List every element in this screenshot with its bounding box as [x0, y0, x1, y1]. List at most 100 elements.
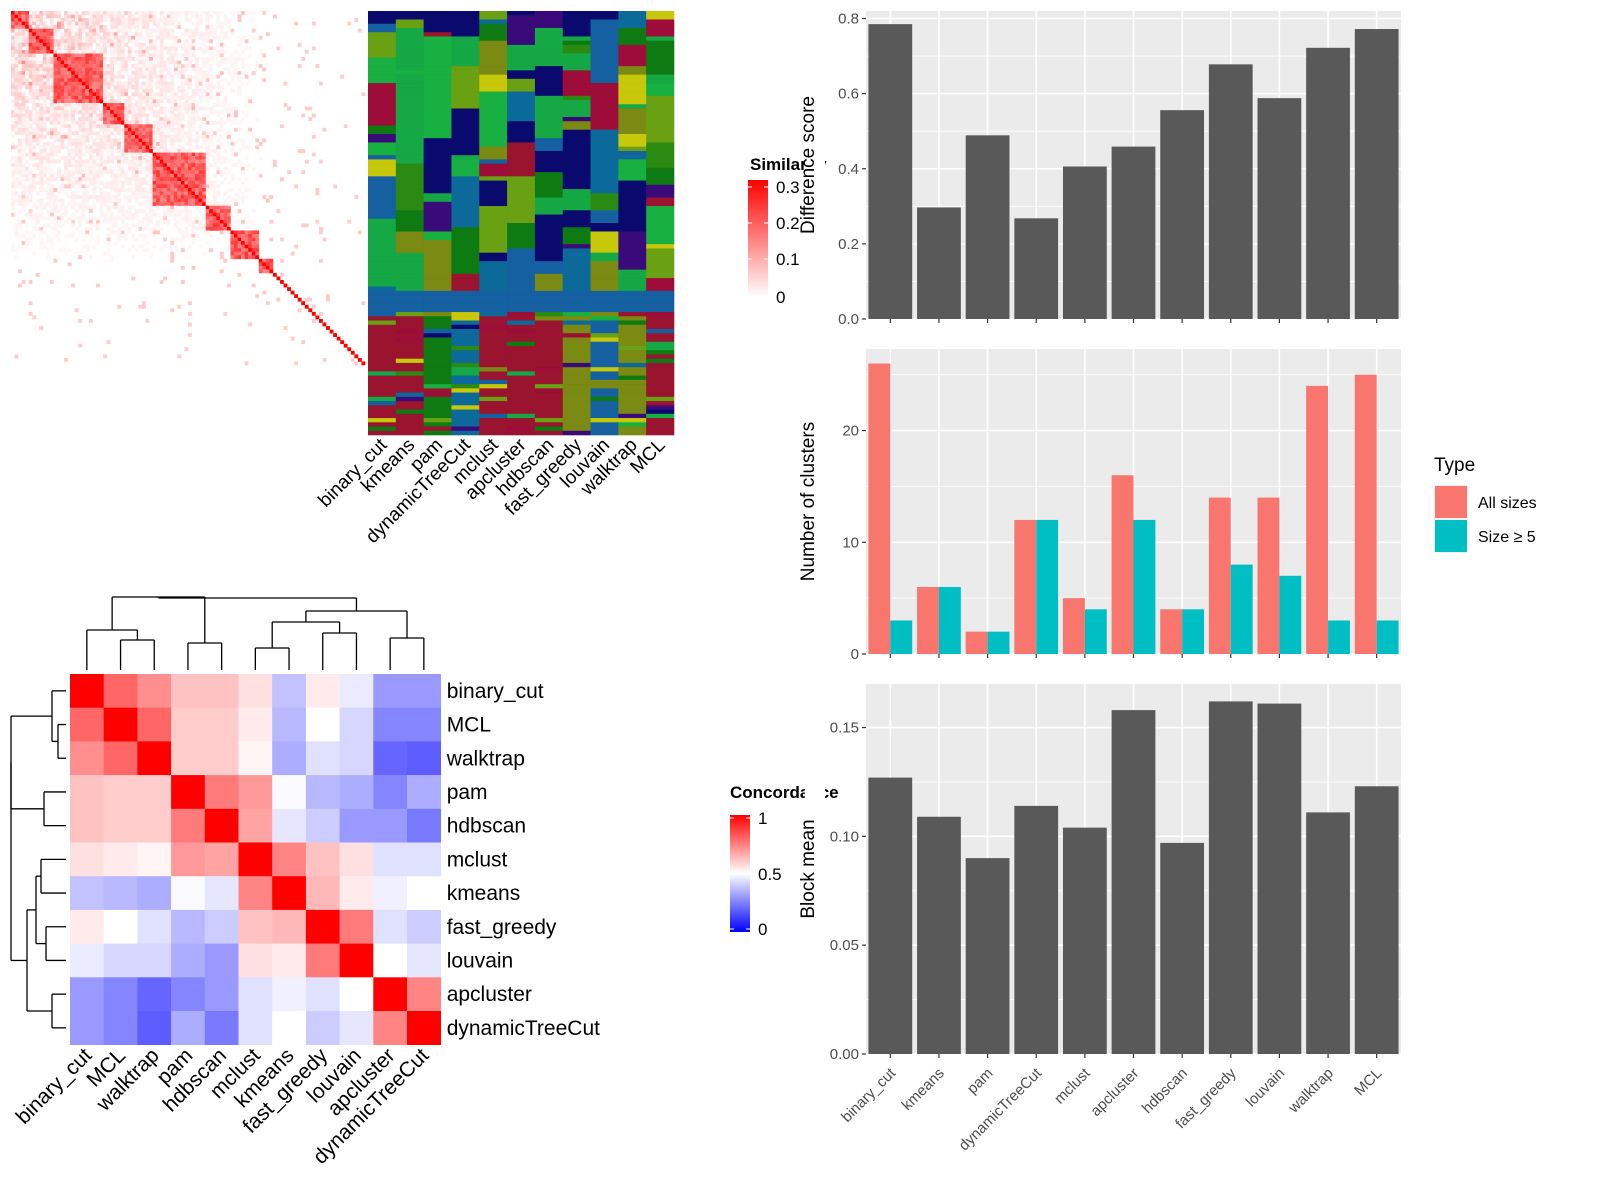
similarity-cell [223, 95, 228, 100]
similarity-cell [219, 60, 224, 65]
similarity-cell [35, 120, 40, 125]
similarity-cell [131, 234, 136, 238]
similarity-cell [170, 81, 175, 86]
similarity-cell [14, 25, 19, 29]
similarity-cell [145, 99, 150, 104]
similarity-cell [14, 81, 19, 86]
assignment-cell [507, 159, 536, 164]
similarity-cell [141, 124, 146, 129]
concordance-cell [407, 741, 441, 776]
similarity-cell [25, 237, 29, 242]
assignment-cell [507, 345, 536, 351]
assignment-cell [479, 307, 508, 313]
similarity-cell [156, 28, 160, 33]
similarity-cell [99, 14, 104, 19]
similarity-cell [35, 71, 40, 76]
similarity-cell [333, 184, 337, 189]
similarity-cell [170, 163, 175, 168]
similarity-cell [156, 166, 160, 171]
similarity-cell [74, 53, 79, 58]
similarity-cell [237, 244, 242, 249]
similarity-cell [226, 170, 231, 175]
similarity-cell [209, 248, 214, 253]
similarity-cell [131, 25, 136, 29]
similarity-cell [159, 184, 164, 189]
assignment-cell [562, 375, 591, 381]
assignment-cell [646, 11, 675, 16]
similarity-cell [241, 145, 245, 150]
similarity-cell [99, 166, 104, 171]
similarity-cell [202, 32, 206, 37]
similarity-cell [14, 191, 19, 196]
assignment-cell [451, 422, 480, 427]
assignment-cell [423, 159, 452, 164]
similarity-cell [113, 149, 118, 153]
assignment-cell [368, 108, 397, 114]
similarity-cell [117, 173, 122, 178]
assignment-cell [451, 273, 480, 279]
assignment-cell [590, 95, 619, 101]
similarity-cell [60, 92, 65, 97]
assignment-cell [507, 430, 536, 436]
similarity-cell [283, 283, 288, 288]
similarity-cell [57, 191, 61, 196]
similarity-cell [188, 85, 192, 90]
bar-size-5 [987, 631, 1010, 654]
concordance-cell [171, 808, 206, 843]
assignment-cell [507, 74, 536, 80]
similarity-cell [134, 134, 139, 139]
concordance-cell [407, 674, 441, 708]
similarity-cell [191, 99, 196, 104]
assignment-cell [395, 333, 424, 338]
similarity-cell [184, 78, 189, 83]
similarity-cell [163, 237, 168, 242]
similarity-cell [184, 173, 189, 178]
assignment-cell [423, 218, 452, 224]
similarity-cell [177, 60, 182, 65]
assignment-cell [562, 273, 591, 279]
similarity-cell [304, 304, 309, 309]
similarity-cell [173, 11, 178, 15]
similarity-cell [265, 198, 270, 203]
similarity-cell [18, 88, 22, 93]
similarity-cell [92, 223, 97, 228]
similarity-cell [209, 53, 214, 58]
assignment-cell [534, 409, 564, 415]
similarity-cell [49, 110, 54, 114]
similarity-cell [78, 117, 83, 122]
assignment-cell [368, 384, 397, 389]
assignment-cell [618, 66, 647, 71]
assignment-cell [534, 341, 564, 347]
similarity-cell [67, 134, 72, 139]
similarity-cell [71, 184, 76, 189]
similarity-cell [322, 322, 327, 327]
concordance-cell [70, 943, 104, 978]
similarity-cell [71, 95, 76, 100]
similarity-cell [251, 166, 256, 171]
similarity-cell [71, 49, 76, 54]
assignment-cell [423, 36, 452, 41]
similarity-cell [99, 180, 104, 185]
similarity-cell [258, 265, 263, 270]
similarity-cell [103, 195, 107, 199]
assignment-cell [423, 362, 452, 368]
assignment-cell [423, 155, 452, 160]
similarity-cell [226, 223, 231, 228]
similarity-cell [71, 219, 76, 224]
assignment-cell [423, 70, 452, 75]
similarity-cell [127, 216, 132, 221]
assignment-cell [534, 150, 564, 156]
similarity-cell [202, 180, 206, 185]
similarity-cell [180, 209, 185, 214]
similarity-cell [81, 205, 86, 210]
similarity-cell [57, 39, 61, 44]
similarity-cell [106, 145, 111, 150]
similarity-cell [49, 230, 54, 235]
similarity-cell [71, 85, 76, 90]
similarity-cell [53, 110, 58, 114]
similarity-cell [81, 131, 86, 136]
assignment-cell [618, 396, 647, 402]
similarity-cell [230, 53, 235, 58]
similarity-cell [88, 124, 93, 129]
similarity-cell [124, 223, 129, 228]
